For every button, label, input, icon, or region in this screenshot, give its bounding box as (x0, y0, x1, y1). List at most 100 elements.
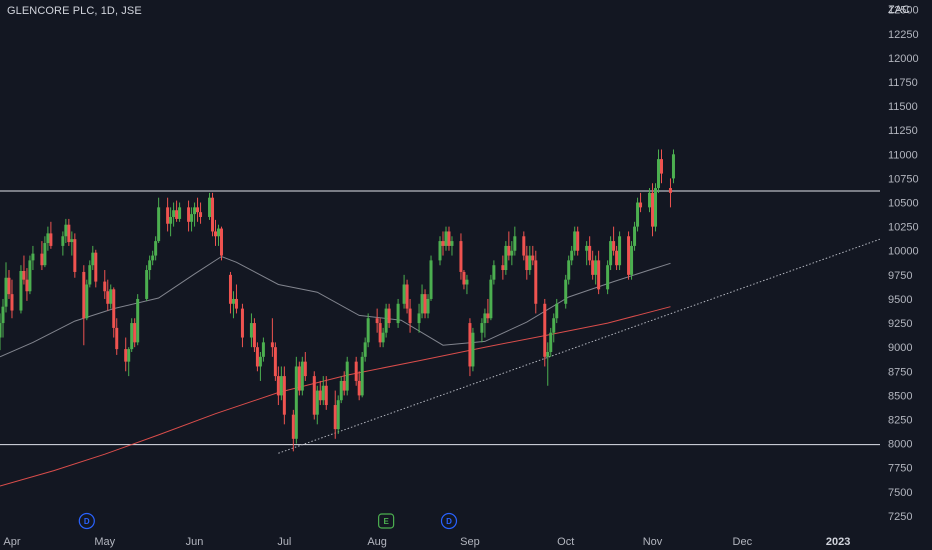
candle-up (231, 291, 235, 319)
candle-down (468, 318, 472, 377)
y-tick-label: 11750 (888, 77, 918, 89)
y-tick-label: 10500 (888, 198, 919, 210)
candle-body (659, 159, 663, 174)
candle-down (211, 192, 215, 237)
candle-body (564, 279, 568, 304)
candle-down (333, 390, 337, 439)
candle-body (214, 231, 218, 237)
candle-body (360, 356, 364, 396)
candle-body (300, 361, 304, 391)
candle-up (315, 385, 319, 425)
candle-up (145, 265, 149, 301)
candle-body (585, 245, 589, 251)
candle-up (618, 231, 622, 271)
candle-body (303, 361, 307, 377)
candle-up (154, 236, 158, 261)
candle-body (67, 224, 71, 243)
candle-body (402, 284, 406, 304)
candle-down (318, 380, 322, 406)
candle-body (106, 291, 110, 304)
candle-body (489, 279, 493, 319)
candle-up (294, 356, 298, 444)
candle-body (291, 414, 295, 439)
y-tick-label: 8500 (888, 390, 912, 402)
candle-down (175, 200, 179, 222)
y-tick-label: 8750 (888, 366, 912, 378)
candle-body (468, 323, 472, 367)
candle-up (492, 260, 496, 285)
y-tick-label: 7750 (888, 463, 912, 475)
candle-body (109, 289, 113, 304)
candle-down (25, 268, 29, 301)
candle-down (196, 197, 200, 222)
candle-up (555, 298, 559, 324)
candle-body (19, 270, 23, 311)
candle-up (157, 197, 161, 244)
y-tick-label: 8250 (888, 415, 912, 427)
candle-body (294, 366, 298, 439)
candle-up (570, 245, 574, 266)
candle-body (363, 342, 367, 357)
candle-down (103, 270, 107, 299)
x-tick-label: Sep (460, 536, 480, 548)
candle-down (651, 183, 655, 237)
candle-down (73, 233, 77, 278)
badge-outline (78, 512, 95, 530)
candle-body (258, 356, 262, 367)
candle-body (1, 306, 5, 324)
candle-down (219, 226, 223, 261)
candle-body (492, 265, 496, 280)
candle-down (597, 250, 601, 295)
candle-body (145, 270, 149, 299)
candle-down (199, 202, 203, 224)
candle-down (591, 250, 595, 280)
candle-up (360, 352, 364, 398)
candle-down (405, 279, 409, 314)
candle-down (486, 298, 490, 324)
candle-up (402, 274, 406, 309)
candle-down (22, 255, 26, 285)
candle-body (61, 236, 65, 246)
candle-up (654, 183, 658, 232)
candle-up (339, 376, 343, 404)
candle-body (91, 252, 95, 266)
candle-down (291, 409, 295, 452)
candle-up (366, 313, 370, 348)
candle-body (423, 294, 427, 314)
candle-body (234, 298, 238, 309)
candle-down (423, 289, 427, 319)
candle-body (441, 241, 445, 246)
candle-body (333, 405, 337, 430)
candle-body (252, 323, 256, 348)
candle-body (7, 277, 11, 295)
candle-body (273, 347, 277, 377)
candle-up (208, 192, 212, 220)
y-tick-label: 10750 (888, 173, 919, 185)
y-tick-label: 12500 (888, 5, 919, 17)
candle-body (151, 255, 155, 261)
candle-up (136, 294, 140, 346)
candle-down (387, 303, 391, 328)
dividend-badge: D (78, 512, 95, 530)
candle-body (175, 210, 179, 219)
candle-body (522, 236, 526, 256)
candle-down (354, 356, 358, 386)
candle-up (172, 202, 176, 227)
badge-outline (378, 513, 395, 529)
candle-body (627, 236, 631, 275)
candle-down (462, 270, 466, 290)
candle-up (483, 308, 487, 338)
candle-up (28, 255, 32, 295)
candle-body (591, 260, 595, 275)
candle-down (534, 250, 538, 314)
candle-body (148, 260, 152, 271)
candle-down (124, 337, 128, 372)
candle-body (40, 253, 44, 266)
trendline (278, 238, 881, 454)
candle-up (384, 303, 388, 338)
candle-body (315, 390, 319, 415)
candle-down (94, 249, 98, 288)
candle-body (324, 385, 328, 406)
